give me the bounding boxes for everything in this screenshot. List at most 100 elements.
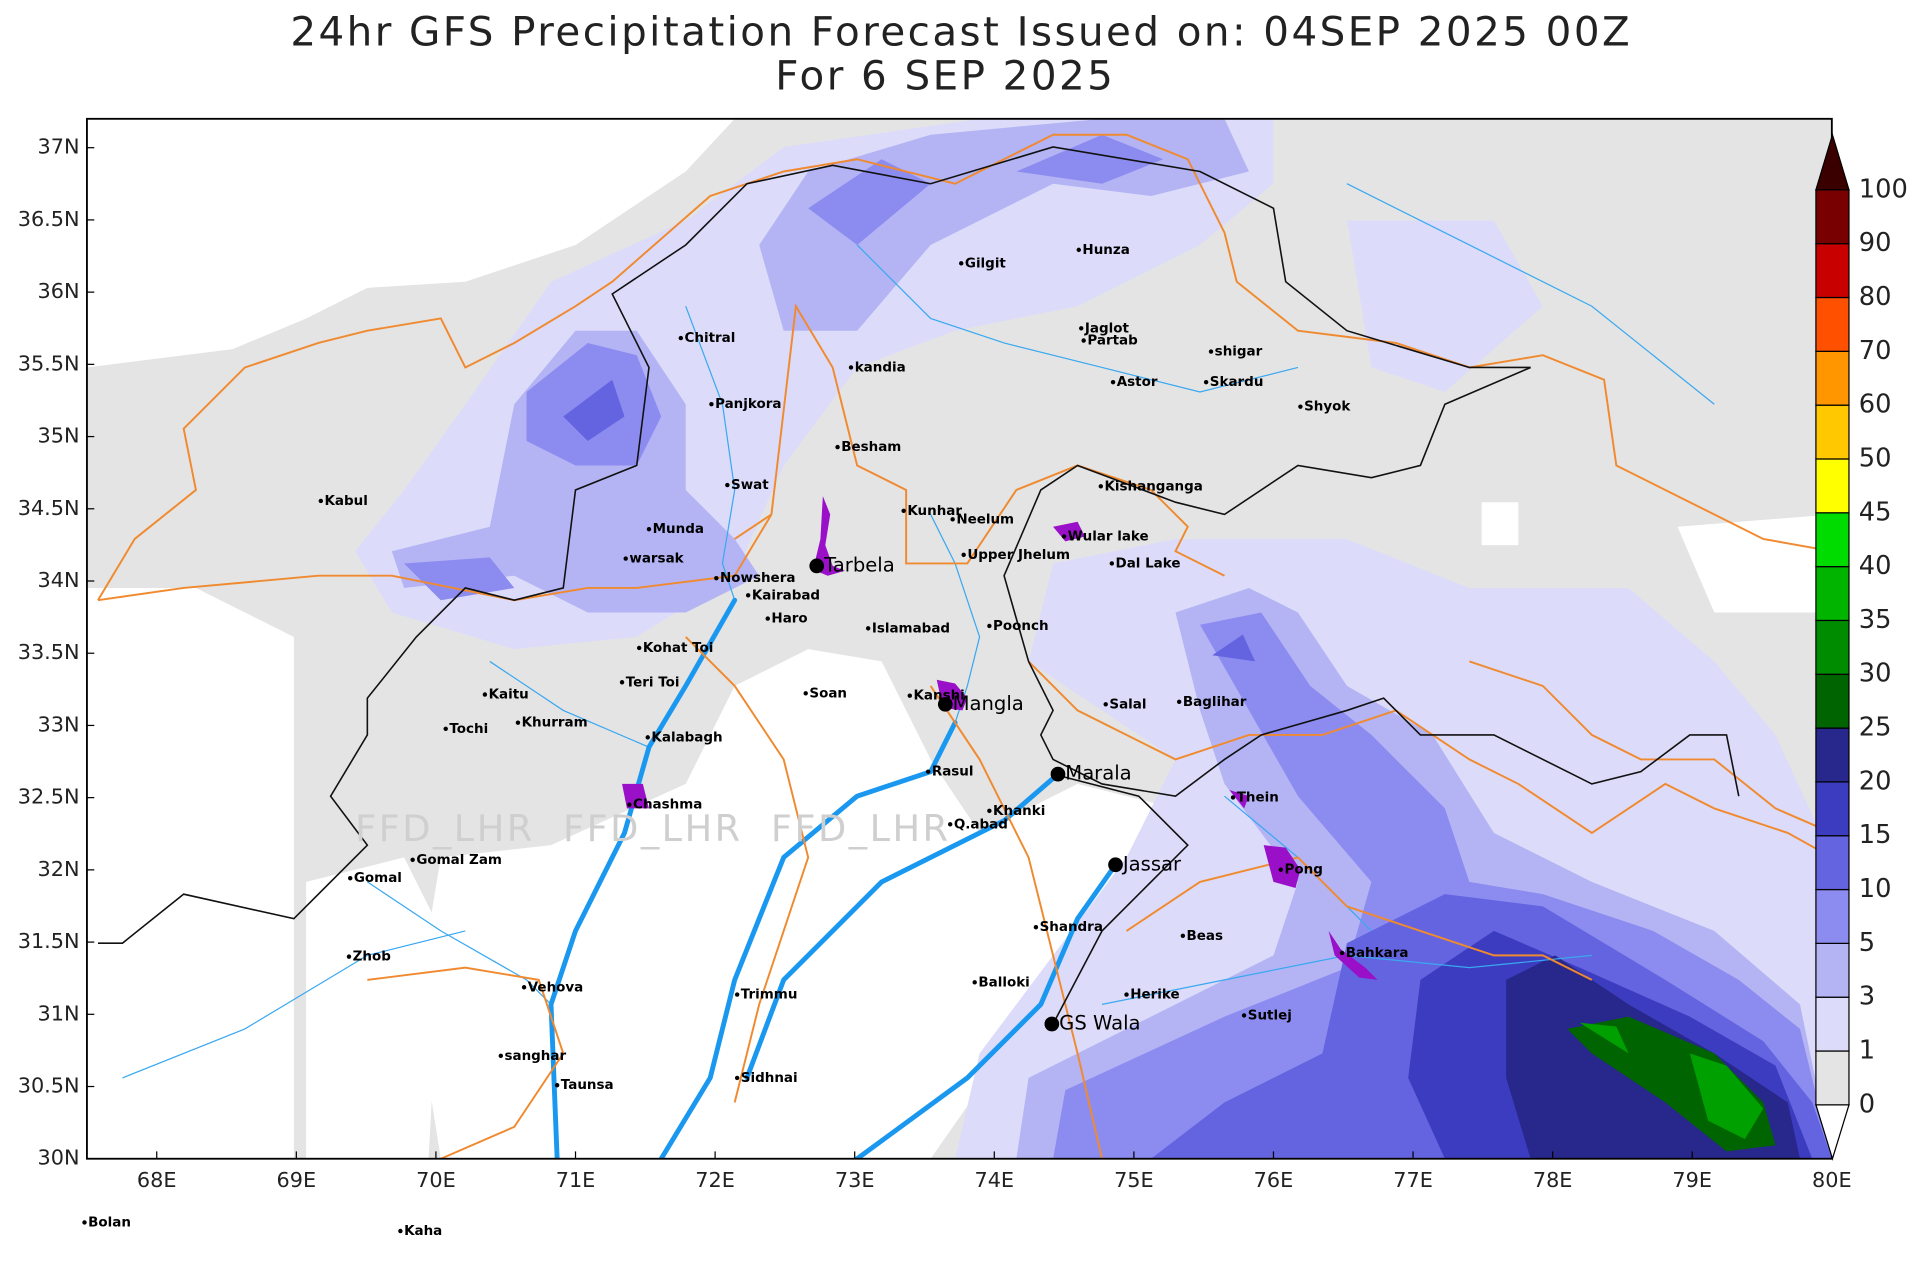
place-label: Khanki [993, 803, 1045, 819]
place-label: Poonch [993, 618, 1049, 634]
x-tick-label: 74E [974, 1168, 1014, 1192]
place-dot [318, 498, 324, 504]
place-label: Kanshi [913, 688, 964, 704]
y-tick-label: 30N [38, 1146, 80, 1170]
place-dot [987, 808, 992, 814]
place-label: Herike [1130, 987, 1179, 1003]
colorbar-label: 100 [1859, 174, 1908, 204]
dam-label: GS Wala [1059, 1011, 1140, 1034]
colorbar-box [1815, 996, 1850, 1052]
place-label: Kalabagh [651, 729, 722, 745]
place-label: Kaha [404, 1223, 442, 1239]
place-dot [1109, 561, 1115, 566]
x-tick-label: 75E [1114, 1168, 1154, 1192]
y-tick-label: 32N [38, 857, 80, 881]
place-dot [646, 526, 652, 532]
place-dot [636, 645, 642, 651]
place-label: Trimmu [741, 987, 798, 1003]
place-dot [1081, 338, 1086, 343]
place-label: Kunhar [907, 503, 962, 519]
place-dot [987, 623, 992, 629]
place-dot [1203, 379, 1209, 385]
y-tick-label: 33N [38, 712, 80, 736]
axes: 68E 69E 70E 71E 72E 73E 74E 75E 76E 77E 78E 79E 80E 3… [18, 135, 1852, 1192]
colorbar-label: 20 [1859, 766, 1892, 796]
y-tick-label: 36N [38, 279, 80, 303]
place-dot [521, 985, 527, 990]
place-dot [1298, 404, 1303, 409]
place-dot [765, 616, 770, 621]
place-label: Swat [731, 477, 769, 493]
x-tick-label: 77E [1393, 1168, 1433, 1192]
place-label: Panjkora [715, 396, 781, 412]
place-dot [803, 691, 808, 696]
colorbar-box [1815, 350, 1850, 406]
colorbar-box [1815, 835, 1850, 891]
place-label: Upper Jhelum [967, 547, 1070, 563]
colorbar-label: 70 [1859, 336, 1892, 366]
dam-dot [1050, 766, 1066, 782]
place-dot [482, 692, 488, 697]
place-label: Jaglot [1084, 320, 1130, 336]
place-labels: Kabul Chitral Panjkora Swat Munda warsak Nowsh… [82, 242, 1408, 1239]
place-label: Taunsa [561, 1077, 614, 1093]
place-label: Pong [1284, 862, 1322, 878]
place-dot [835, 444, 840, 450]
place-dot [865, 626, 871, 631]
colorbar-box [1815, 189, 1850, 245]
y-tick-label: 33.5N [18, 640, 80, 664]
x-tick-label: 76E [1254, 1168, 1294, 1192]
place-label: Skardu [1210, 374, 1264, 390]
place-label: Haro [771, 611, 807, 627]
colorbar-box [1815, 512, 1850, 568]
place-dot [709, 402, 714, 407]
colorbar-label: 5 [1859, 928, 1875, 958]
watermark: FFD_LHR FFD_LHR FFD_LHR [355, 807, 950, 850]
title: 24hr GFS Precipitation Forecast Issued o… [290, 7, 1632, 55]
place-label: Balloki [978, 974, 1029, 990]
place-label: Partab [1087, 333, 1138, 349]
colorbar-box [1815, 566, 1850, 622]
place-label: Khurram [522, 715, 588, 731]
colorbar-label: 40 [1859, 551, 1892, 581]
place-dot [645, 735, 650, 740]
colorbar-label: 60 [1859, 390, 1892, 420]
place-dot [619, 680, 625, 685]
place-dot [1208, 349, 1214, 354]
colorbar-box [1815, 673, 1850, 729]
x-tick-label: 70E [416, 1168, 456, 1192]
place-dot [623, 556, 628, 561]
y-tick-label: 31.5N [18, 929, 80, 953]
place-dot [925, 769, 931, 774]
colorbar-box [1815, 942, 1850, 998]
place-dot [1098, 484, 1104, 489]
place-dot [950, 517, 955, 522]
place-dot [961, 552, 966, 558]
x-tick-label: 72E [695, 1168, 735, 1192]
place-dot [1339, 950, 1345, 956]
x-tick-label: 80E [1812, 1168, 1852, 1192]
dam-dot [937, 696, 953, 712]
x-tick-label: 78E [1533, 1168, 1573, 1192]
place-label: Neelum [956, 511, 1014, 527]
colorbar-box [1815, 404, 1850, 460]
place-label: Hunza [1082, 242, 1129, 258]
place-dot [1033, 925, 1039, 930]
place-label: Sutlej [1248, 1007, 1292, 1023]
place-dot [554, 1083, 560, 1088]
colorbar-label: 25 [1859, 713, 1892, 743]
place-dot [959, 261, 964, 266]
place-dot [348, 876, 353, 881]
place-dot [745, 593, 751, 598]
place-label: Gilgit [965, 255, 1007, 271]
place-label: kandia [855, 359, 906, 375]
place-label: Besham [841, 439, 901, 455]
colorbar-box [1815, 619, 1850, 675]
place-label: Gomal Zam [416, 852, 502, 868]
place-dot [627, 802, 632, 807]
boundaries [97, 133, 1832, 1159]
place-label: Beas [1187, 928, 1224, 944]
